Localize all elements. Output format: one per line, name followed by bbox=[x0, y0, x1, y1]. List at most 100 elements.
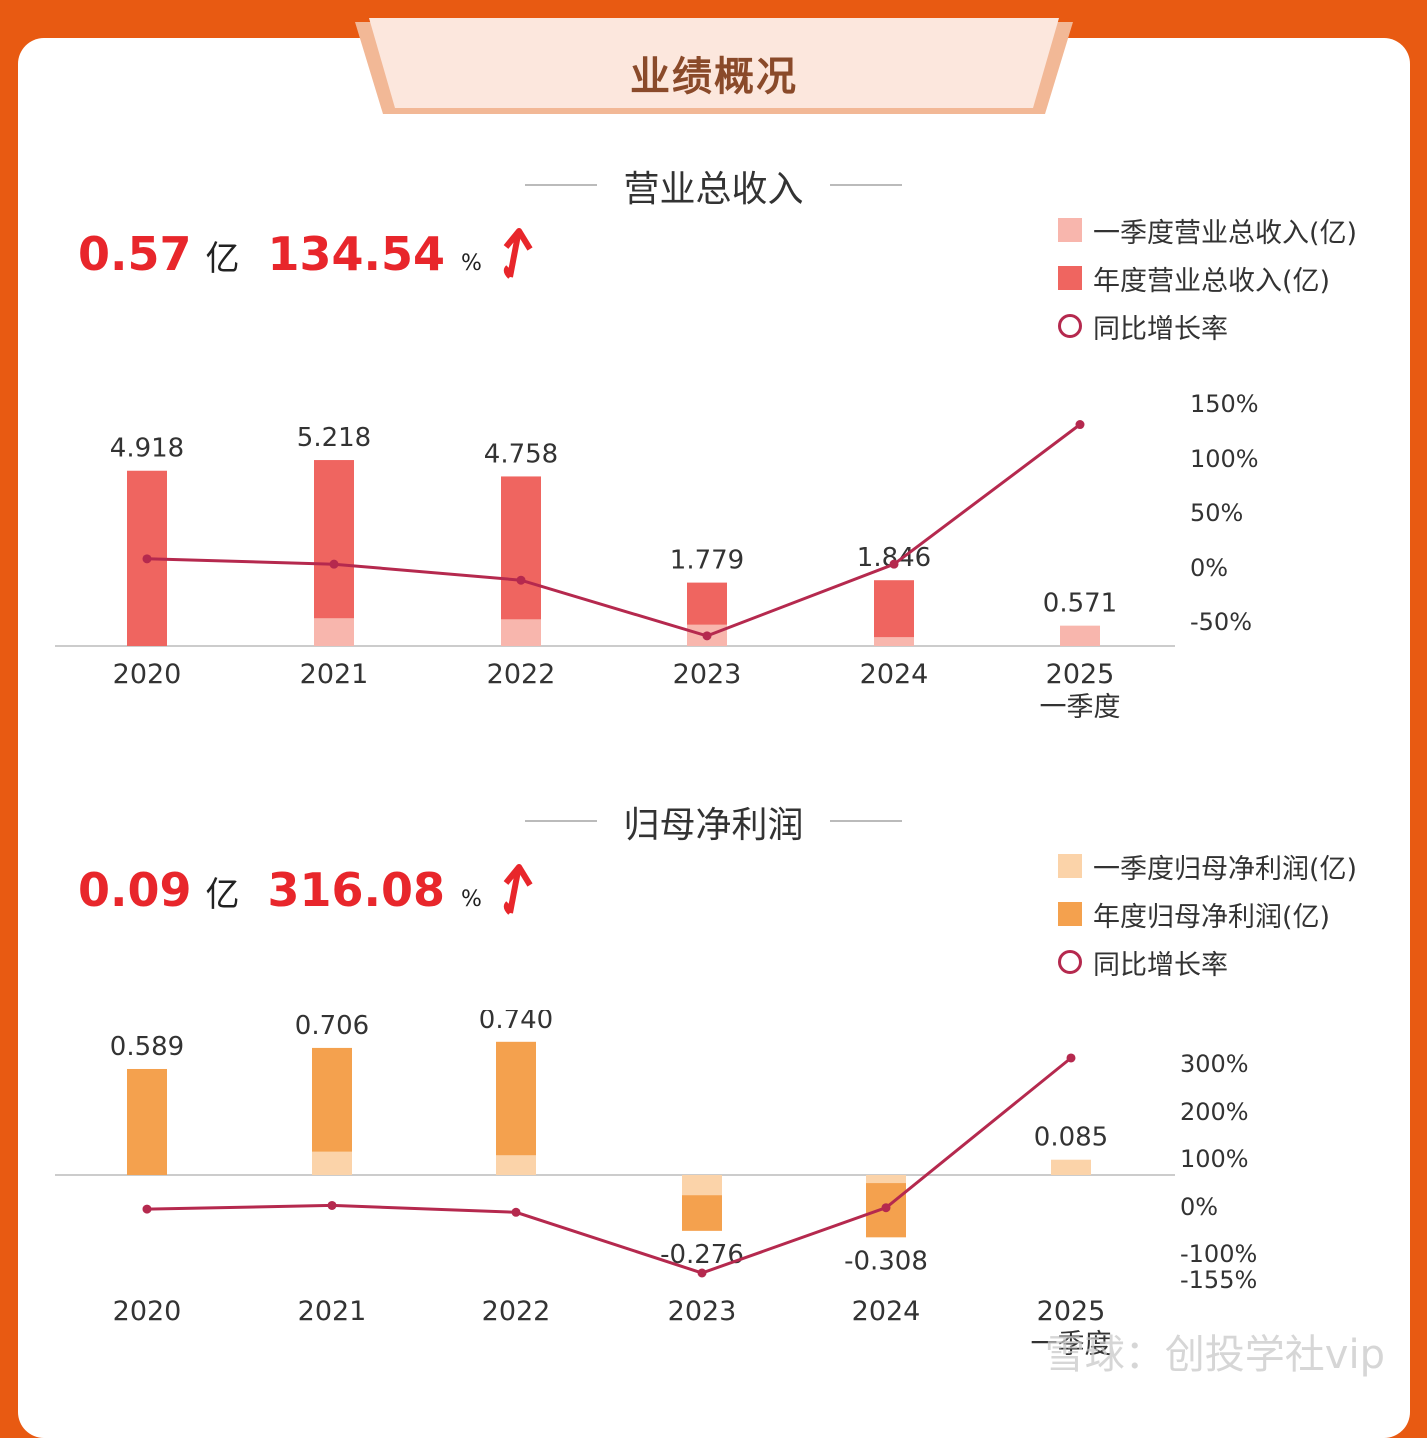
data-label: -0.276 bbox=[660, 1240, 744, 1270]
quarter-bar bbox=[1060, 625, 1100, 646]
legend-label: 年度归母净利润(亿) bbox=[1093, 901, 1331, 933]
profit-kpi: 0.09 亿 316.08% bbox=[78, 863, 536, 921]
growth-point bbox=[329, 559, 339, 569]
annual-bar bbox=[874, 580, 914, 646]
growth-point bbox=[142, 1204, 152, 1214]
growth-point bbox=[516, 575, 526, 585]
revenue-kpi-growth-unit: % bbox=[461, 251, 482, 276]
y2-tick-label: 100% bbox=[1180, 1145, 1249, 1173]
legend-ring-icon bbox=[1058, 950, 1082, 974]
revenue-chart: 4.918 2020 5.218 2021 4.758 2022 1.779 2023 1.84… bbox=[55, 390, 1259, 723]
x-tick-label: 2022 bbox=[482, 1296, 551, 1327]
revenue-kpi: 0.57 亿 134.54% bbox=[78, 227, 536, 285]
quarter-bar bbox=[496, 1155, 536, 1175]
growth-point bbox=[889, 559, 899, 569]
legend-label: 同比增长率 bbox=[1093, 949, 1228, 981]
y2-tick-label: 0% bbox=[1180, 1193, 1218, 1221]
data-label: 1.846 bbox=[857, 543, 931, 573]
growth-point bbox=[1075, 420, 1085, 430]
y2-tick-label: 150% bbox=[1190, 390, 1259, 418]
x-tick-label: 2022 bbox=[487, 659, 556, 690]
growth-line bbox=[146, 423, 1081, 638]
legend-swatch bbox=[1058, 266, 1082, 290]
legend-label: 同比增长率 bbox=[1093, 313, 1228, 345]
y2-tick-label: 300% bbox=[1180, 1050, 1249, 1078]
x-tick-label: 2025 bbox=[1046, 659, 1115, 690]
up-arrow-icon bbox=[500, 227, 536, 285]
y2-tick-label: 50% bbox=[1190, 499, 1243, 527]
legend-item-growth: 同比增长率 bbox=[1058, 938, 1357, 986]
quarter-bar bbox=[874, 637, 914, 646]
growth-point bbox=[142, 554, 152, 564]
quarter-bar bbox=[682, 1175, 722, 1196]
x-tick-label: 2024 bbox=[852, 1296, 921, 1327]
legend-item-quarter: 一季度营业总收入(亿) bbox=[1058, 206, 1357, 254]
x-tick-label: 2024 bbox=[860, 659, 929, 690]
data-label: 0.085 bbox=[1034, 1123, 1108, 1153]
profit-kpi-growth-unit: % bbox=[461, 887, 482, 912]
annual-bar bbox=[127, 1068, 167, 1175]
data-label: 0.706 bbox=[295, 1011, 369, 1041]
legend-label: 一季度归母净利润(亿) bbox=[1093, 853, 1358, 885]
legend-item-annual: 年度营业总收入(亿) bbox=[1058, 254, 1357, 302]
revenue-kpi-growth: 134.54 bbox=[267, 227, 446, 281]
x-tick-label: 2020 bbox=[113, 659, 182, 690]
quarter-bar bbox=[314, 618, 354, 646]
profit-kpi-unit: 亿 bbox=[205, 875, 240, 915]
quarter-bar bbox=[501, 619, 541, 646]
profit-kpi-growth: 316.08 bbox=[267, 863, 446, 917]
profit-chart: 0.589 2020 0.706 2021 0.740 2022 -0.276 2023 -0.… bbox=[55, 1010, 1257, 1360]
growth-point bbox=[1066, 1053, 1076, 1063]
x-tick-label: 2023 bbox=[673, 659, 742, 690]
legend-swatch bbox=[1058, 218, 1082, 242]
data-label: 0.740 bbox=[479, 1010, 553, 1035]
growth-point bbox=[327, 1200, 337, 1210]
profit-section-title: 归母净利润 bbox=[525, 796, 902, 848]
x-tick-label: 2020 bbox=[113, 1296, 182, 1327]
data-label: 5.218 bbox=[297, 423, 371, 453]
y2-tick-label: -155% bbox=[1180, 1266, 1257, 1294]
legend-item-growth: 同比增长率 bbox=[1058, 302, 1357, 350]
profit-legend: 一季度归母净利润(亿) 年度归母净利润(亿) 同比增长率 bbox=[1058, 842, 1357, 986]
x-tick-label: 2021 bbox=[298, 1296, 367, 1327]
growth-point bbox=[881, 1203, 891, 1213]
quarter-bar bbox=[312, 1151, 352, 1175]
growth-point bbox=[702, 631, 712, 641]
legend-item-annual: 年度归母净利润(亿) bbox=[1058, 890, 1357, 938]
y2-tick-label: 200% bbox=[1180, 1098, 1249, 1126]
data-label: 0.589 bbox=[110, 1032, 184, 1062]
legend-label: 年度营业总收入(亿) bbox=[1093, 265, 1331, 297]
quarter-bar bbox=[866, 1175, 906, 1184]
y2-tick-label: -50% bbox=[1190, 608, 1252, 636]
growth-point bbox=[697, 1268, 707, 1278]
legend-item-quarter: 一季度归母净利润(亿) bbox=[1058, 842, 1357, 890]
x-tick-label: 2023 bbox=[668, 1296, 737, 1327]
data-label: -0.308 bbox=[844, 1246, 928, 1276]
y2-tick-label: -100% bbox=[1180, 1240, 1257, 1268]
x-tick-label: 2025 bbox=[1037, 1296, 1106, 1327]
annual-bar bbox=[496, 1041, 536, 1175]
up-arrow-icon bbox=[500, 863, 536, 921]
legend-ring-icon bbox=[1058, 314, 1082, 338]
title-banner bbox=[355, 18, 1073, 114]
revenue-kpi-value: 0.57 bbox=[78, 227, 192, 281]
growth-point bbox=[511, 1207, 521, 1217]
quarter-bar bbox=[1051, 1159, 1091, 1175]
growth-line bbox=[146, 1056, 1072, 1275]
x-tick-label: 一季度 bbox=[1031, 1329, 1112, 1360]
profit-kpi-value: 0.09 bbox=[78, 863, 192, 917]
x-tick-label: 2021 bbox=[300, 659, 369, 690]
revenue-kpi-unit: 亿 bbox=[205, 239, 240, 279]
revenue-section-title: 营业总收入 bbox=[525, 160, 902, 212]
data-label: 4.758 bbox=[484, 439, 558, 469]
annual-bar bbox=[501, 476, 541, 646]
watermark: 雪球：创投学社vip bbox=[1044, 1332, 1385, 1378]
y2-tick-label: 0% bbox=[1190, 554, 1228, 582]
legend-swatch bbox=[1058, 854, 1082, 878]
data-label: 1.779 bbox=[670, 546, 744, 576]
annual-bar bbox=[314, 460, 354, 646]
legend-swatch bbox=[1058, 902, 1082, 926]
x-tick-label: 一季度 bbox=[1040, 692, 1121, 723]
revenue-legend: 一季度营业总收入(亿) 年度营业总收入(亿) 同比增长率 bbox=[1058, 206, 1357, 350]
data-label: 4.918 bbox=[110, 434, 184, 464]
